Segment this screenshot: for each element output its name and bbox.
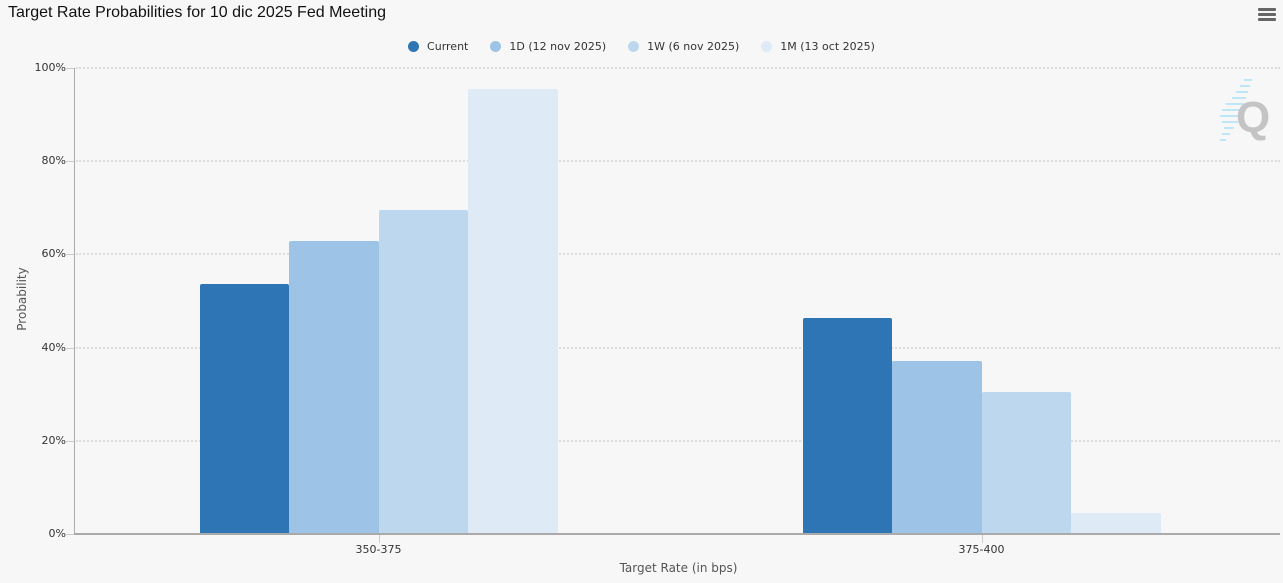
- bar-350-375-0[interactable]: [199, 284, 289, 533]
- legend-marker-icon: [628, 41, 640, 52]
- legend-marker-icon: [761, 41, 773, 52]
- hamburger-menu-icon-line: [1258, 13, 1276, 16]
- bar-350-375-1[interactable]: [289, 240, 379, 533]
- bar-375-400-0[interactable]: [802, 317, 892, 533]
- gridline: [76, 67, 1280, 69]
- chart-title: Target Rate Probabilities for 10 dic 202…: [8, 4, 386, 21]
- y-tick-mark: [66, 254, 74, 256]
- hamburger-menu-icon-line: [1258, 18, 1276, 21]
- gridline: [76, 253, 1280, 256]
- x-tick-mark: [981, 535, 983, 543]
- y-tick-mark: [66, 347, 74, 349]
- x-tick-label: 375-400: [958, 543, 1005, 556]
- legend-item[interactable]: 1D (12 nov 2025): [490, 40, 606, 53]
- y-tick-label: 60%: [41, 247, 66, 261]
- x-tick-label: 350-375: [355, 543, 402, 556]
- y-tick-mark: [66, 68, 74, 69]
- legend-label: 1W (6 nov 2025): [647, 40, 740, 53]
- legend-marker-icon: [408, 41, 420, 52]
- y-tick-label: 100%: [34, 61, 66, 74]
- bar-375-400-2[interactable]: [981, 391, 1071, 533]
- legend-item[interactable]: Current: [408, 40, 468, 53]
- legend-item[interactable]: 1M (13 oct 2025): [761, 40, 875, 53]
- x-tick-mark: [378, 535, 380, 543]
- gridline: [76, 346, 1280, 349]
- y-tick-label: 40%: [41, 340, 66, 354]
- y-tick-label: 20%: [41, 433, 66, 447]
- bar-350-375-2[interactable]: [378, 210, 468, 533]
- svg-text:Q: Q: [1236, 93, 1270, 142]
- chart-legend: Current 1D (12 nov 2025) 1W (6 nov 2025) 1M…: [0, 40, 1283, 53]
- bar-375-400-1[interactable]: [892, 361, 982, 533]
- chart-menu-button[interactable]: [1258, 8, 1276, 24]
- y-tick-mark: [66, 534, 74, 535]
- bar-375-400-3[interactable]: [1071, 513, 1161, 533]
- legend-label: Current: [427, 40, 469, 53]
- quikstrike-watermark-icon: Q: [1220, 79, 1270, 142]
- y-tick-label: 80%: [41, 154, 66, 168]
- legend-item[interactable]: 1W (6 nov 2025): [628, 40, 739, 53]
- bar-350-375-3[interactable]: [468, 88, 558, 533]
- hamburger-menu-icon: [1258, 8, 1276, 11]
- gridline: [76, 439, 1280, 442]
- legend-marker-icon: [490, 41, 502, 52]
- y-tick-label: 0%: [48, 527, 66, 540]
- legend-label: 1D (12 nov 2025): [509, 40, 607, 53]
- y-axis-line: [74, 68, 75, 534]
- legend-label: 1M (13 oct 2025): [780, 40, 875, 53]
- x-axis-label: Target Rate (in bps): [619, 561, 738, 575]
- gridline: [76, 160, 1280, 163]
- x-axis-line: [74, 533, 1280, 535]
- y-tick-mark: [66, 161, 74, 163]
- y-tick-mark: [66, 440, 74, 442]
- y-axis-label: Probability: [15, 267, 29, 331]
